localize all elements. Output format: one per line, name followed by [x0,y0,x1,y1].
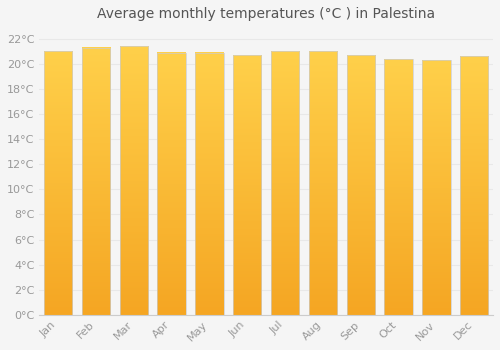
Bar [158,52,186,315]
Bar [460,56,488,315]
Title: Average monthly temperatures (°C ) in Palestina: Average monthly temperatures (°C ) in Pa… [97,7,435,21]
Bar [384,59,412,315]
Bar [308,51,337,315]
Bar [233,55,262,315]
Bar [196,52,224,315]
Bar [346,55,375,315]
Bar [271,51,300,315]
Bar [44,51,72,315]
Bar [422,60,450,315]
Bar [82,48,110,315]
Bar [120,46,148,315]
